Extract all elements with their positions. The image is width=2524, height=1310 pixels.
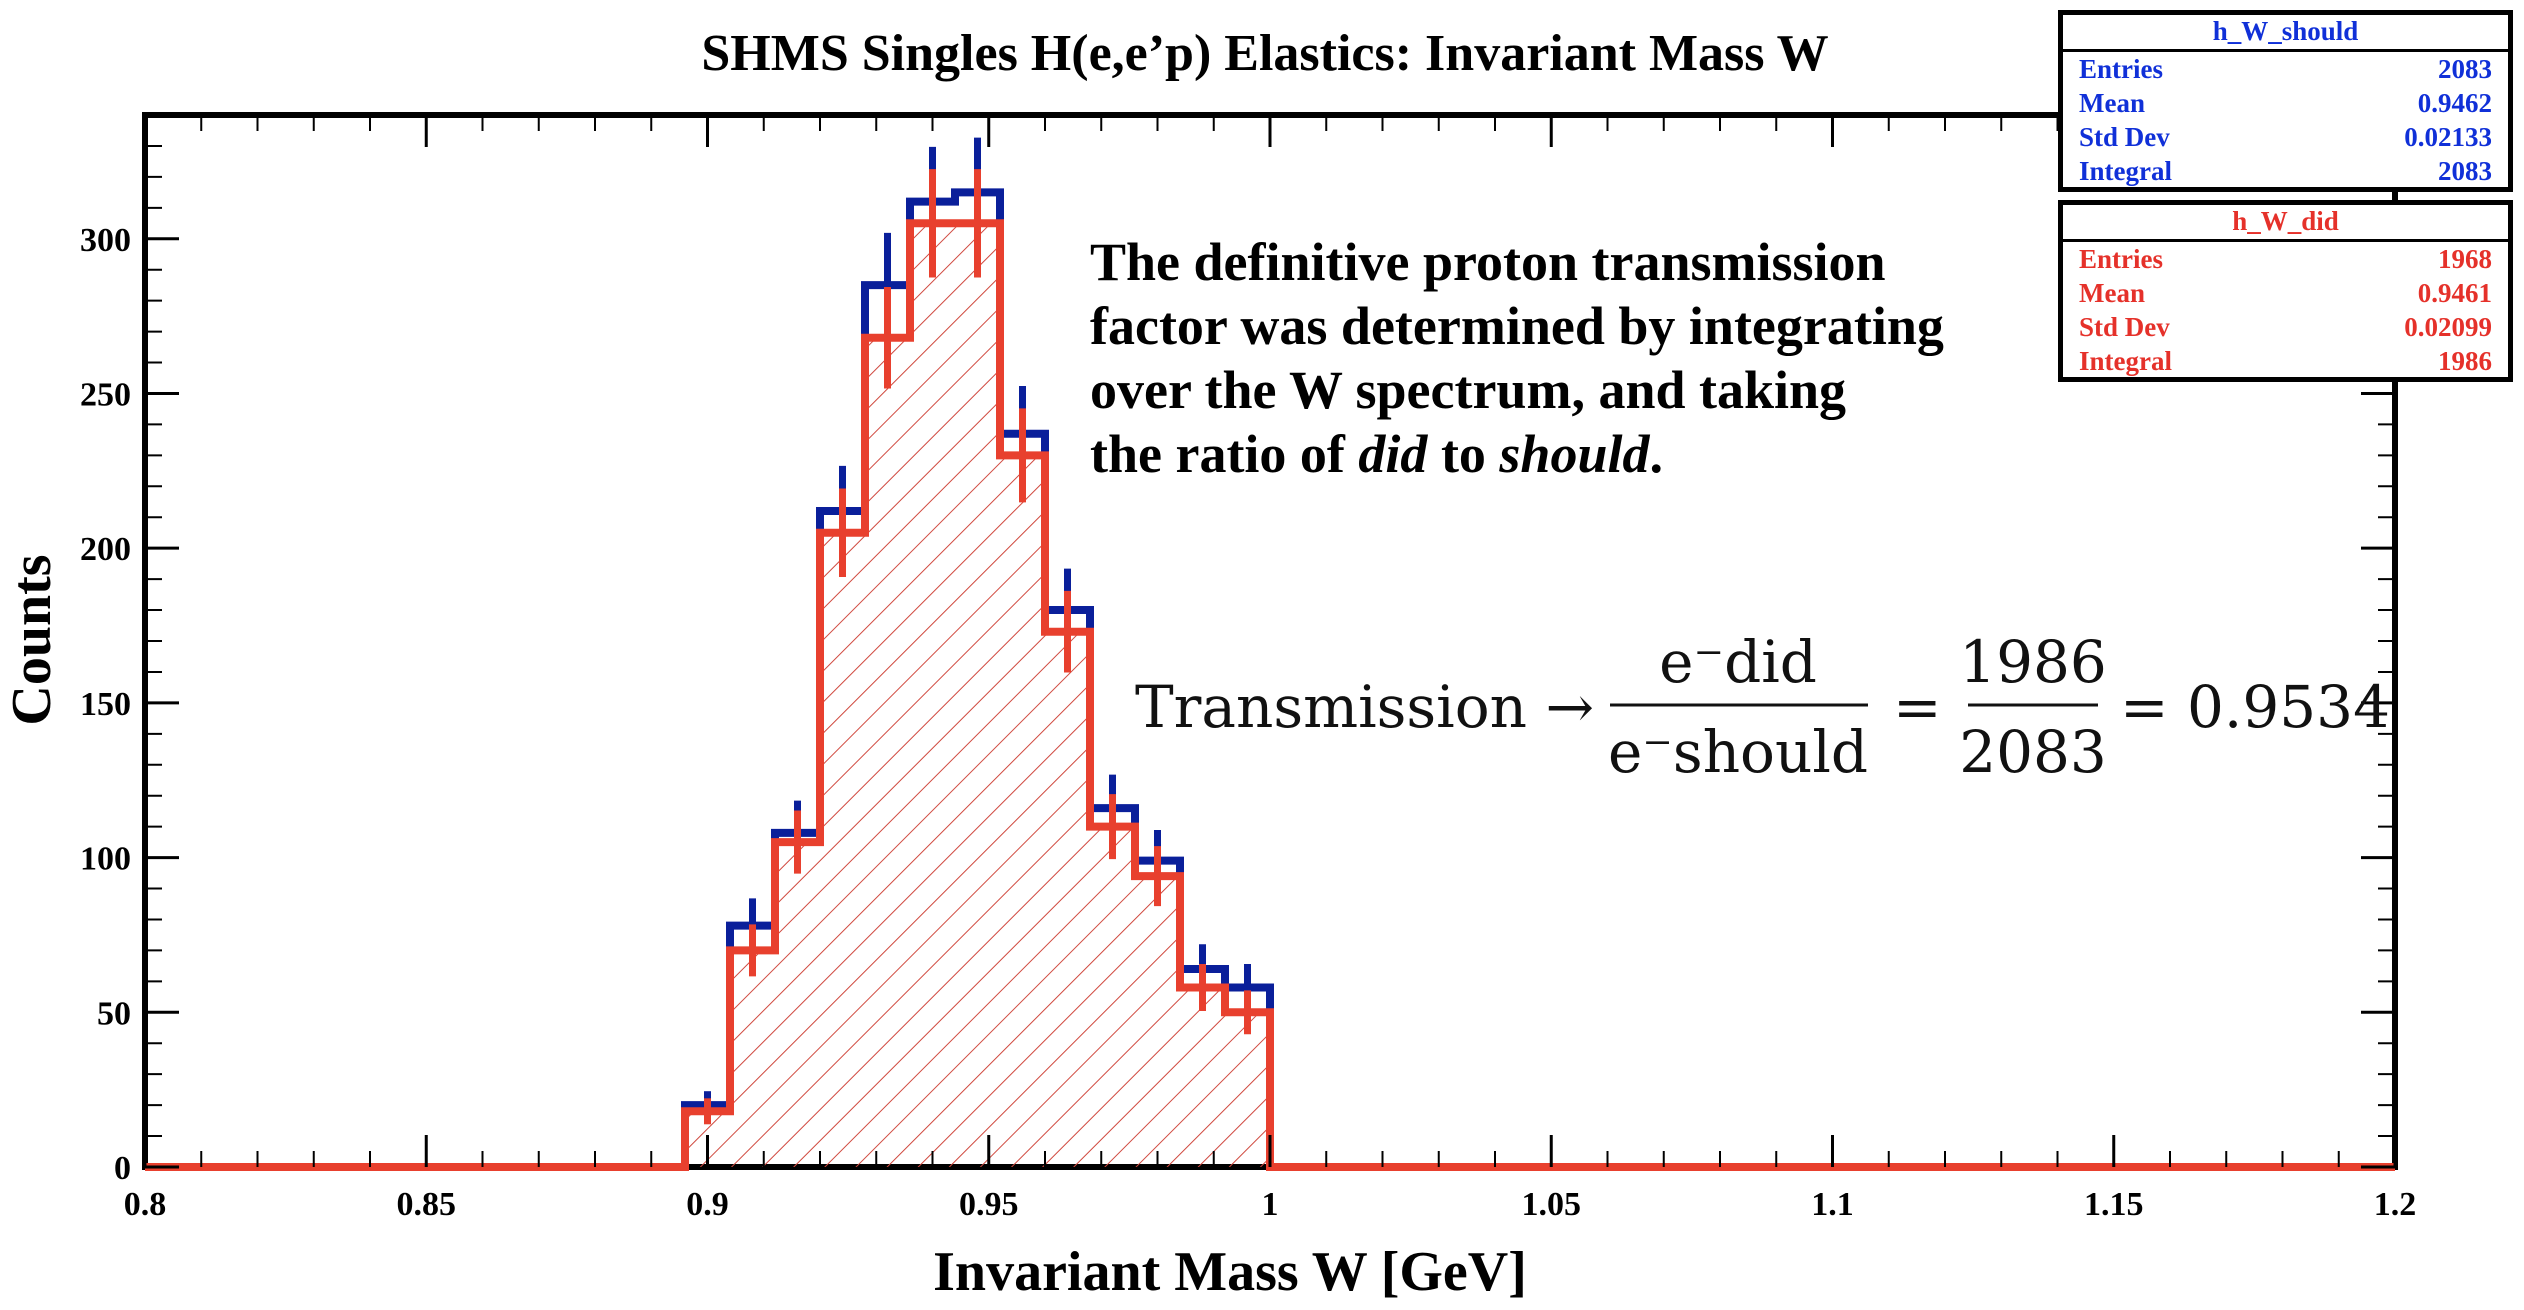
stats-value: 0.02099 — [2404, 312, 2492, 342]
formula-denominator-should: e⁻should — [1608, 718, 1868, 786]
y-tick-label: 300 — [80, 222, 131, 259]
annotation-prefix: the ratio of — [1090, 424, 1359, 484]
stats-box-title: h_W_should — [2063, 15, 2508, 52]
transmission-formula: Transmission → e⁻did e⁻should = 1986 208… — [1135, 628, 2390, 786]
annotation-suffix: . — [1649, 424, 1664, 484]
y-tick-label: 0 — [114, 1150, 131, 1187]
annotation-text: The definitive proton transmission facto… — [1090, 230, 2090, 486]
stats-box-should: h_W_should Entries 2083 Mean 0.9462 Std De… — [2058, 10, 2513, 192]
stats-value: 1986 — [2438, 346, 2492, 376]
formula-numerator-did: e⁻did — [1659, 628, 1817, 696]
h_W_did-bin-fill — [955, 223, 1000, 1167]
h_W_did-bin-fill — [910, 223, 955, 1167]
stats-row-integral: Integral 2083 — [2063, 154, 2508, 188]
y-tick-label: 150 — [80, 686, 131, 723]
formula-equals: = — [1893, 673, 1942, 741]
h_W_did-bin-fill — [1045, 631, 1090, 1167]
h_W_did-bin-fill — [775, 842, 820, 1167]
x-tick-label: 1.05 — [1522, 1186, 1582, 1223]
annotation-to: to — [1427, 424, 1500, 484]
x-tick-label: 1.2 — [2374, 1186, 2417, 1223]
stats-box-title: h_W_did — [2063, 205, 2508, 242]
stats-label: Mean — [2079, 88, 2145, 118]
histogram-layer — [145, 137, 2395, 1171]
chart-title: SHMS Singles H(e,e’p) Elastics: Invarian… — [701, 25, 1828, 82]
stats-label: Entries — [2079, 54, 2163, 84]
stats-row-entries: Entries 1968 — [2063, 242, 2508, 276]
annotation-line-2: factor was determined by integrating — [1090, 296, 1944, 356]
annotation-line-1: The definitive proton transmission — [1090, 232, 1886, 292]
stats-row-mean: Mean 0.9462 — [2063, 86, 2508, 120]
x-tick-label: 1.1 — [1811, 1186, 1854, 1223]
x-axis-label: Invariant Mass W [GeV] — [933, 1241, 1527, 1303]
h_W_did-bin-fill — [1090, 826, 1135, 1167]
axis-layer: 0.8 0.85 0.9 0.95 1 1.05 1.1 1.15 1.2 0 50 100 150 20… — [80, 114, 2417, 1223]
stats-value: 1968 — [2438, 244, 2492, 274]
y-tick-label: 50 — [97, 995, 131, 1032]
x-tick-label: 0.9 — [686, 1186, 729, 1223]
stats-label: Entries — [2079, 244, 2163, 274]
stats-row-integral: Integral 1986 — [2063, 344, 2508, 378]
x-tick-label: 0.8 — [124, 1186, 167, 1223]
stats-row-entries: Entries 2083 — [2063, 52, 2508, 86]
annotation-did: did — [1358, 424, 1428, 484]
x-tick-label: 1.15 — [2084, 1186, 2144, 1223]
stats-value: 0.02133 — [2404, 122, 2492, 152]
h_W_did-bin-fill — [730, 950, 775, 1167]
h_W_did-bin-fill — [1225, 1012, 1270, 1167]
h_W_did-bin-fill — [1000, 455, 1045, 1168]
y-tick-label: 100 — [80, 841, 131, 878]
y-tick-label: 200 — [80, 531, 131, 568]
y-tick-label: 250 — [80, 376, 131, 413]
annotation-should: should — [1499, 424, 1650, 484]
h_W_did-outline — [145, 219, 2395, 1171]
stats-label: Integral — [2079, 156, 2172, 186]
stats-value: 0.9461 — [2417, 278, 2492, 308]
stats-row-stddev: Std Dev 0.02099 — [2063, 310, 2508, 344]
h_W_did-bin-fill — [865, 337, 910, 1167]
stats-label: Integral — [2079, 346, 2172, 376]
annotation-line-4: the ratio of did to should. — [1090, 422, 2090, 486]
stats-label: Std Dev — [2079, 122, 2170, 152]
y-axis-label: Counts — [1, 554, 63, 725]
formula-result: = 0.9534 — [2120, 673, 2390, 741]
stats-label: Mean — [2079, 278, 2145, 308]
stats-row-mean: Mean 0.9461 — [2063, 276, 2508, 310]
h_W_did-series — [145, 169, 2395, 1171]
x-tick-label: 1 — [1262, 1186, 1279, 1223]
stats-value: 2083 — [2438, 156, 2492, 186]
formula-denominator-2083: 2083 — [1959, 718, 2107, 786]
x-tick-label: 0.85 — [397, 1186, 457, 1223]
formula-lhs: Transmission → — [1135, 673, 1594, 741]
stats-value: 2083 — [2438, 54, 2492, 84]
stats-value: 0.9462 — [2417, 88, 2492, 118]
stats-row-stddev: Std Dev 0.02133 — [2063, 120, 2508, 154]
h_W_did-bin-fill — [1180, 987, 1225, 1167]
stats-box-did: h_W_did Entries 1968 Mean 0.9461 Std Dev 0.… — [2058, 200, 2513, 382]
h_W_did-bin-fill — [820, 532, 865, 1167]
formula-numerator-1986: 1986 — [1959, 628, 2107, 696]
annotation-line-3: over the W spectrum, and taking — [1090, 360, 1847, 420]
x-tick-label: 0.95 — [959, 1186, 1019, 1223]
stats-label: Std Dev — [2079, 312, 2170, 342]
h_W_did-bin-fill — [1135, 876, 1180, 1167]
